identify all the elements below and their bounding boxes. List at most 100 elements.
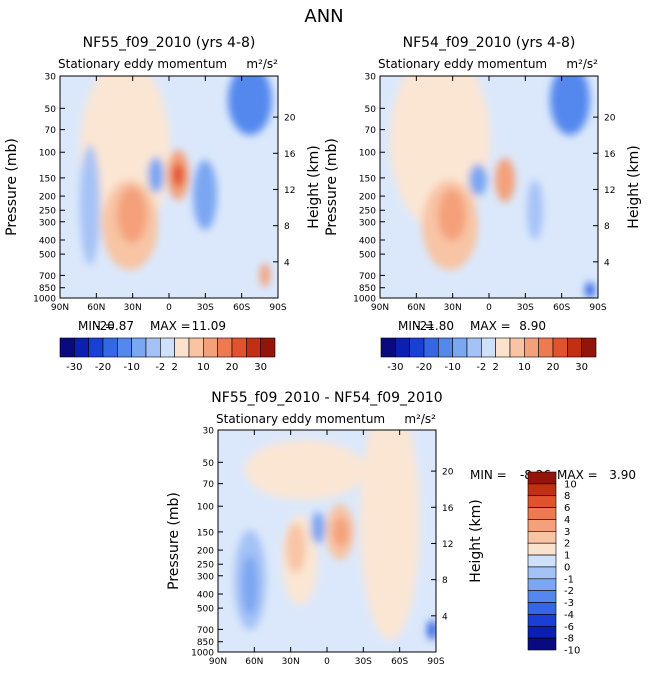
y2-tick-label: 12 xyxy=(604,186,615,196)
y-axis-label: Pressure (mb) xyxy=(324,138,340,236)
x-tick-label: 0 xyxy=(166,303,172,313)
axes: 90N 60N 30N 0 30S 60S 90S 30 50 70 100 150 200 250300… xyxy=(33,73,296,314)
y-tick-label: 30 xyxy=(203,427,215,437)
y-tick-label: 500 xyxy=(359,251,376,261)
panel-nf55: NF55_f09_2010 (yrs 4-8) Stationary eddy … xyxy=(4,35,322,373)
contour-patch xyxy=(469,164,487,196)
colorbar-label: -30 xyxy=(66,362,82,373)
contour-patch xyxy=(311,512,325,544)
y2-tick-label: 8 xyxy=(284,222,290,232)
contour-field xyxy=(380,76,598,298)
min-label: MIN = xyxy=(78,319,115,333)
x-tick-label: 60S xyxy=(553,303,570,313)
y-tick-label: 70 xyxy=(203,480,215,490)
colorbar-swatch xyxy=(527,519,557,532)
y2-tick-label: 4 xyxy=(442,612,448,622)
panel-subtitle: Stationary eddy momentum xyxy=(216,412,385,426)
colorbar-swatch xyxy=(117,337,132,358)
contour-patch xyxy=(495,158,515,202)
contour-patch xyxy=(585,282,595,298)
y-tick-label: 300 xyxy=(359,218,376,228)
colorbar-swatch xyxy=(409,337,425,358)
colorbar-swatch xyxy=(527,531,557,544)
x-tick-label: 60N xyxy=(407,303,425,313)
colorbar-swatch xyxy=(102,337,118,358)
x-tick-label: 30N xyxy=(124,303,142,313)
colorbar-swatch xyxy=(509,337,525,358)
x-tick-label: 30S xyxy=(355,657,372,667)
colorbar-label: -10 xyxy=(564,646,580,657)
contour-patch xyxy=(193,160,217,230)
y-tick-label: 200 xyxy=(39,193,56,203)
colorbar-swatch xyxy=(174,337,190,358)
colorbar-swatch xyxy=(481,337,496,358)
contour-patch xyxy=(148,157,164,193)
x-tick-label: 60S xyxy=(233,303,250,313)
colorbar-label: 10 xyxy=(197,362,210,373)
colorbar-swatch xyxy=(567,337,582,358)
colorbar-swatch xyxy=(527,471,557,485)
axes: 90N 60N 30N 0 30S 60S 90S 30 50 70 100 150 200 250300… xyxy=(353,73,616,314)
y-tick-label: 850 xyxy=(359,284,376,294)
y-tick-label: 30 xyxy=(45,73,57,83)
colorbar-label: 30 xyxy=(254,362,267,373)
y-tick-label: 400 xyxy=(197,590,214,600)
x-tick-label: 90N xyxy=(209,657,227,667)
contour-patch xyxy=(550,76,590,135)
y-tick-label: 400 xyxy=(359,236,376,246)
contour-patch xyxy=(245,440,365,500)
colorbar-label: 3 xyxy=(564,527,570,538)
contour-patch xyxy=(172,163,184,187)
x-tick-label: 60N xyxy=(87,303,105,313)
min-value: -20.87 xyxy=(95,319,134,333)
y-tick-label: 250 xyxy=(39,207,56,217)
panel-subtitle: Stationary eddy momentum xyxy=(58,57,227,71)
colorbar-swatch xyxy=(438,337,453,358)
panel-title: NF55_f09_2010 (yrs 4-8) xyxy=(83,35,256,51)
colorbar-label: -20 xyxy=(416,362,432,373)
panel-units: m²/s² xyxy=(566,57,598,71)
y2-tick-label: 4 xyxy=(604,258,610,268)
panel-difference: NF55_f09_2010 - NF54_f09_2010 Stationary… xyxy=(166,390,636,667)
colorbar-label: -8 xyxy=(564,634,574,645)
colorbar-swatch xyxy=(527,542,557,556)
y-tick-label: 200 xyxy=(197,547,214,557)
colorbar-swatch xyxy=(203,337,218,358)
colorbar-swatch xyxy=(188,337,204,358)
colorbar-swatch xyxy=(527,566,557,580)
contour-field xyxy=(218,430,436,652)
x-tick-label: 90S xyxy=(589,303,606,313)
colorbar-swatch xyxy=(260,337,276,358)
x-tick-label: 90S xyxy=(269,303,286,313)
colorbar-swatch xyxy=(527,483,557,497)
colorbar-swatch xyxy=(527,637,557,651)
colorbar-swatch xyxy=(231,337,247,358)
x-tick-label: 30S xyxy=(197,303,214,313)
colorbar-swatch xyxy=(74,337,89,358)
contour-patch xyxy=(438,189,466,241)
y-tick-label: 700 xyxy=(39,272,56,282)
y2-tick-label: 12 xyxy=(284,186,295,196)
colorbar-swatch xyxy=(466,337,482,358)
y2-tick-label: 20 xyxy=(442,468,454,478)
colorbar-swatch xyxy=(380,337,396,358)
max-value: 8.90 xyxy=(519,319,546,333)
colorbar-swatch xyxy=(527,614,557,627)
panel-units: m²/s² xyxy=(404,412,436,426)
colorbar-label: -2 xyxy=(476,362,486,373)
colorbar-swatch xyxy=(527,495,557,508)
colorbar-swatch xyxy=(217,337,233,358)
x-tick-label: 30N xyxy=(444,303,462,313)
y2-tick-label: 12 xyxy=(442,540,453,550)
y2-tick-label: 16 xyxy=(284,150,296,160)
colorbar-swatch xyxy=(452,337,468,358)
panel-title: NF54_f09_2010 (yrs 4-8) xyxy=(403,35,576,51)
x-tick-label: 0 xyxy=(486,303,492,313)
colorbar-swatch xyxy=(495,337,511,358)
y-tick-label: 150 xyxy=(359,174,376,184)
colorbar-label: 20 xyxy=(547,362,560,373)
x-tick-label: 60S xyxy=(391,657,408,667)
x-tick-label: 30S xyxy=(517,303,534,313)
axes: 90N 60N 30N 0 30S 60S 90S 30 50 70 100 150 200 250300… xyxy=(191,427,454,668)
